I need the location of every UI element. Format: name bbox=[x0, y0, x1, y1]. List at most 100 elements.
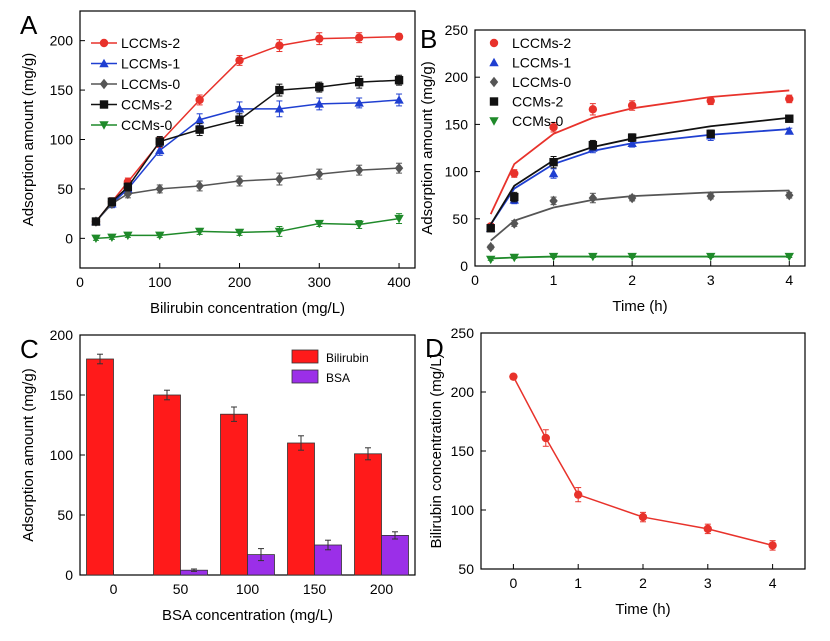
x-tick-label: 150 bbox=[303, 581, 327, 597]
data-point bbox=[394, 32, 404, 41]
data-point bbox=[123, 231, 133, 241]
legend-label: CCMs-0 bbox=[512, 113, 564, 129]
data-point bbox=[274, 227, 285, 237]
y-axis-label: Adsorption amount (mg/g) bbox=[20, 53, 37, 226]
series-LCCMs-0 bbox=[91, 162, 404, 227]
legend-marker bbox=[489, 76, 499, 88]
y-tick-label: 200 bbox=[445, 69, 469, 85]
x-tick-label: 2 bbox=[639, 575, 647, 591]
data-point bbox=[155, 137, 164, 146]
data-point bbox=[548, 252, 559, 262]
x-tick-label: 100 bbox=[236, 581, 260, 597]
y-tick-label: 0 bbox=[65, 230, 73, 246]
data-point bbox=[91, 217, 101, 226]
data-point bbox=[195, 180, 204, 192]
legend-marker bbox=[99, 121, 109, 130]
x-tick-label: 0 bbox=[76, 274, 84, 290]
data-point bbox=[235, 115, 244, 124]
x-tick-label: 200 bbox=[228, 274, 252, 290]
x-tick-label: 0 bbox=[510, 575, 518, 591]
series-line bbox=[95, 167, 400, 223]
data-point bbox=[107, 233, 117, 243]
panel-label: C bbox=[20, 334, 39, 364]
x-tick-label: 400 bbox=[387, 274, 411, 290]
data-point bbox=[627, 138, 637, 147]
data-point bbox=[510, 218, 519, 229]
x-tick-label: 100 bbox=[148, 274, 172, 290]
legend-swatch bbox=[291, 349, 319, 364]
data-point bbox=[541, 433, 550, 443]
legend-marker bbox=[489, 97, 499, 106]
y-tick-label: 50 bbox=[57, 181, 73, 197]
data-point bbox=[354, 77, 364, 87]
legend-swatch bbox=[291, 369, 319, 384]
legend-label: CCMs-2 bbox=[121, 97, 173, 113]
x-tick-label: 0 bbox=[471, 272, 479, 288]
data-point bbox=[394, 75, 404, 85]
x-tick-label: 200 bbox=[370, 581, 394, 597]
panel-label: D bbox=[425, 333, 444, 363]
data-point bbox=[314, 99, 324, 108]
data-point bbox=[155, 183, 164, 195]
data-point bbox=[509, 372, 518, 381]
legend-marker bbox=[99, 58, 109, 68]
data-point bbox=[107, 197, 117, 206]
legend-label: LCCMs-1 bbox=[512, 55, 571, 71]
data-point bbox=[785, 94, 794, 104]
fit-curve bbox=[489, 116, 790, 225]
bar bbox=[354, 453, 382, 576]
bar bbox=[86, 358, 114, 576]
y-tick-label: 100 bbox=[50, 132, 74, 148]
data-point bbox=[194, 115, 205, 124]
data-point bbox=[706, 96, 715, 106]
y-tick-label: 50 bbox=[452, 211, 468, 227]
data-point bbox=[638, 512, 648, 522]
data-point bbox=[234, 228, 245, 238]
series-bilirubin bbox=[509, 372, 777, 551]
series-line bbox=[95, 99, 400, 223]
y-tick-label: 0 bbox=[65, 567, 73, 583]
data-point bbox=[768, 541, 777, 550]
y-tick-label: 250 bbox=[445, 22, 469, 38]
legend-label: LCCMs-1 bbox=[121, 56, 180, 72]
data-point bbox=[275, 173, 284, 185]
data-point bbox=[588, 252, 598, 262]
legend-marker bbox=[489, 38, 499, 48]
legend-label: CCMs-0 bbox=[121, 117, 173, 133]
series-line bbox=[95, 217, 400, 240]
data-point bbox=[510, 169, 519, 178]
legend-label: BSA bbox=[326, 371, 350, 385]
y-tick-label: 150 bbox=[50, 82, 74, 98]
y-tick-label: 150 bbox=[445, 116, 469, 132]
data-point bbox=[486, 255, 496, 265]
series-Bilirubin bbox=[86, 353, 382, 576]
series-line bbox=[512, 376, 773, 547]
panel-a: 0 50 100 150 200 0 100 200 300 400 Bilirubin conce… bbox=[20, 10, 416, 317]
y-tick-label: 100 bbox=[50, 447, 74, 463]
data-point bbox=[574, 490, 583, 499]
data-point bbox=[706, 252, 716, 262]
series-LCCMs-1 bbox=[486, 126, 794, 232]
data-point bbox=[588, 105, 598, 114]
fit-curve bbox=[489, 128, 790, 225]
data-point bbox=[315, 82, 324, 92]
y-tick-label: 50 bbox=[458, 561, 474, 577]
data-point bbox=[785, 190, 794, 201]
data-point bbox=[784, 126, 794, 135]
x-tick-label: 2 bbox=[628, 272, 636, 288]
data-point bbox=[354, 220, 364, 230]
legend-label: LCCMs-2 bbox=[512, 35, 571, 51]
x-tick-label: 50 bbox=[173, 581, 189, 597]
data-point bbox=[155, 145, 165, 155]
fit-curve bbox=[490, 255, 790, 260]
data-point bbox=[91, 234, 101, 244]
data-point bbox=[394, 162, 404, 174]
legend-marker bbox=[99, 38, 109, 48]
y-tick-label: 0 bbox=[460, 258, 468, 274]
x-axis-label: Time (h) bbox=[615, 601, 670, 618]
data-point bbox=[486, 241, 495, 253]
data-point bbox=[394, 214, 404, 224]
data-point bbox=[315, 168, 324, 180]
data-point bbox=[588, 140, 598, 150]
y-tick-label: 150 bbox=[451, 443, 475, 459]
